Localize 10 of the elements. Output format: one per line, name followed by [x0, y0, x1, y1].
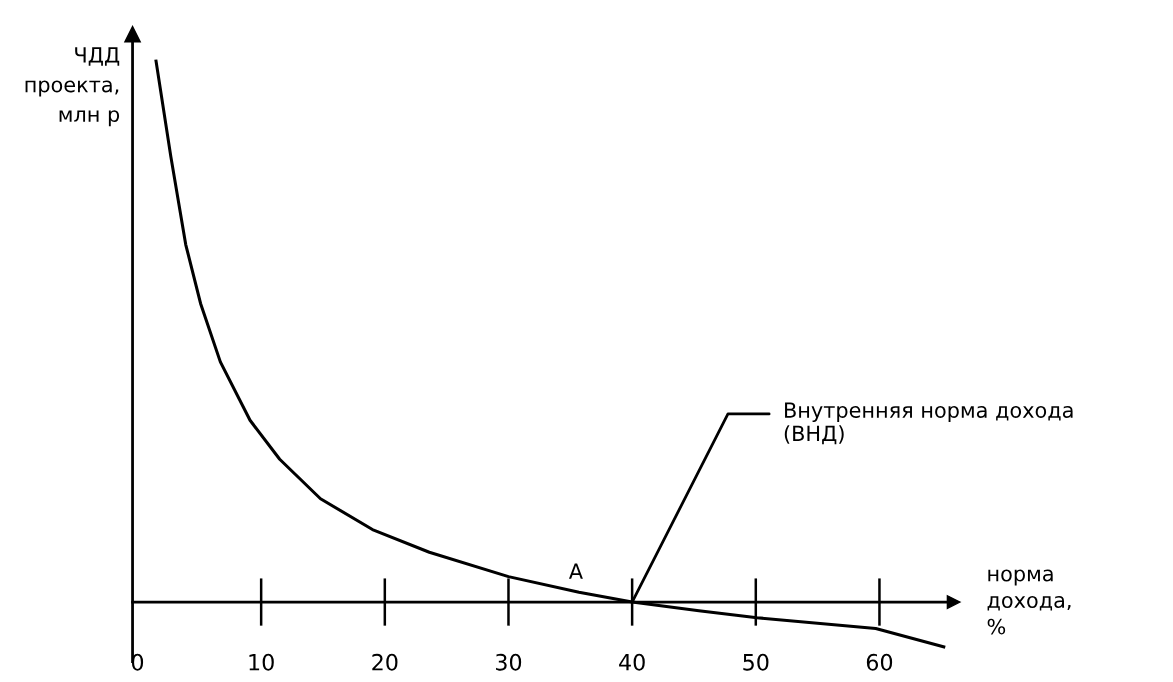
x-tick-label: 20: [372, 653, 398, 671]
x-axis-title: норма дохода, %: [987, 569, 1071, 635]
x-tick-label: 40: [619, 653, 645, 671]
annotation: Внутренняя норма дохода (ВНД): [784, 402, 1073, 445]
x-tick-label: 10: [249, 653, 274, 671]
x-tick-label: 30: [496, 653, 522, 671]
y-axis-title: ЧДД проекта, млн р: [25, 47, 120, 127]
x-tick-label: 50: [743, 653, 769, 671]
annotation: А: [568, 563, 583, 579]
x-tick-label: 60: [866, 653, 893, 671]
